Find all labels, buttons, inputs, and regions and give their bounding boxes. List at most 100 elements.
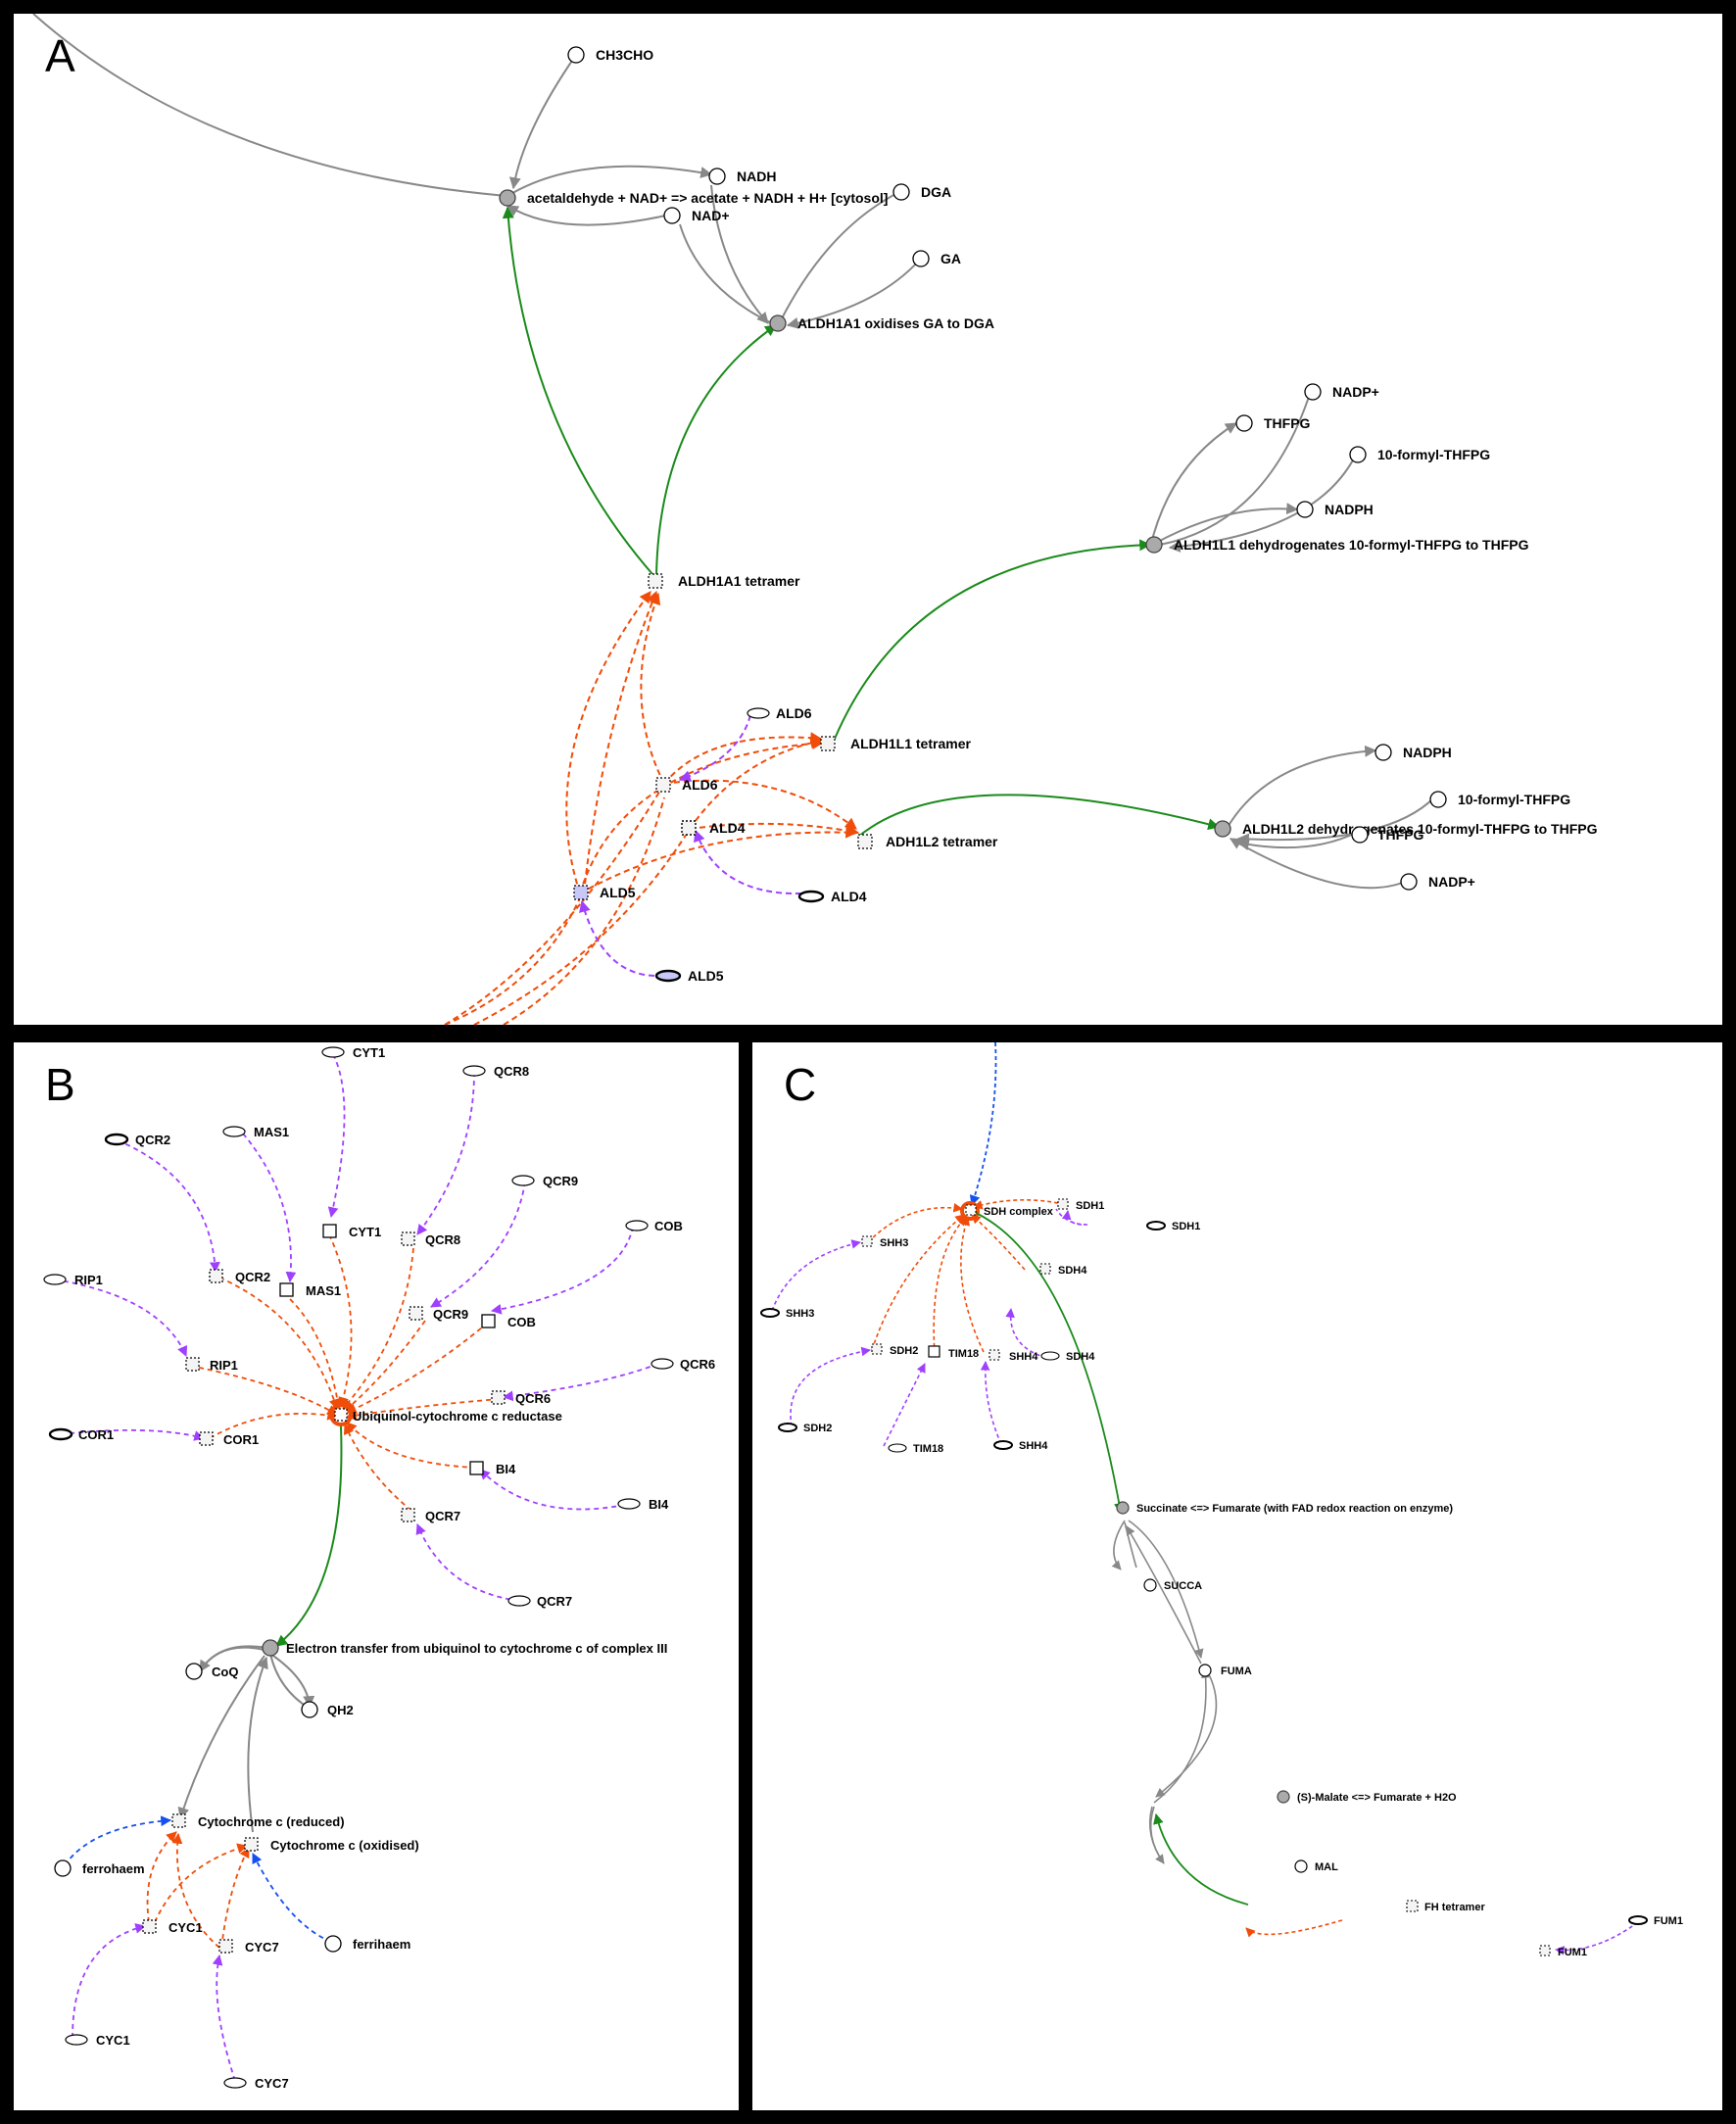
svg-text:10-formyl-THFPG: 10-formyl-THFPG: [1377, 447, 1490, 462]
complex-sdh2[interactable]: SDH2: [871, 1343, 918, 1357]
complex-fh-tetramer[interactable]: FH tetramer: [1406, 1900, 1485, 1913]
gene-rip1[interactable]: RIP1: [43, 1273, 103, 1287]
complex-adh1l2-tetramer[interactable]: ADH1L2 tetramer: [857, 834, 998, 849]
gene-cob[interactable]: COB: [625, 1219, 683, 1233]
node-ferrihaem[interactable]: ferrihaem: [324, 1935, 410, 1953]
reaction-succinate-fumarate[interactable]: Succinate <=> Fumarate (with FAD redox r…: [1116, 1501, 1453, 1515]
gene-sdh1[interactable]: SDH1: [1146, 1221, 1200, 1232]
svg-text:ALD4: ALD4: [831, 889, 867, 904]
gene-bi4[interactable]: BI4: [617, 1497, 669, 1512]
node-nadp-plus-top[interactable]: NADP+: [1304, 383, 1379, 401]
gene-sdh2[interactable]: SDH2: [778, 1423, 832, 1434]
diagram-c: SDH complex SDH1 SHH3 SDH1 SDH4 SHH3 SDH…: [760, 1042, 1683, 1958]
reaction-malate-fumarate[interactable]: (S)-Malate <=> Fumarate + H2O: [1277, 1790, 1457, 1804]
svg-text:CYT1: CYT1: [349, 1225, 381, 1239]
node-nadph-top[interactable]: NADPH: [1296, 501, 1374, 518]
svg-text:SDH complex: SDH complex: [984, 1206, 1054, 1218]
node-mal[interactable]: MAL: [1294, 1859, 1338, 1873]
complex-ald4[interactable]: ALD4: [681, 820, 746, 836]
svg-text:SHH3: SHH3: [880, 1237, 908, 1249]
gene-fum1[interactable]: FUM1: [1628, 1915, 1683, 1927]
gene-qcr9[interactable]: QCR9: [511, 1174, 578, 1188]
complex-sdh-complex[interactable]: SDH complex: [965, 1204, 1054, 1218]
complex-cyc1[interactable]: CYC1: [142, 1919, 203, 1935]
assembly-edges-b: [146, 1233, 501, 1949]
node-ferrohaem[interactable]: ferrohaem: [54, 1859, 145, 1877]
node-dga[interactable]: DGA: [892, 183, 951, 201]
protein-tim18[interactable]: TIM18: [928, 1345, 979, 1360]
complex-ald6[interactable]: ALD6: [655, 777, 718, 793]
node-nad-plus[interactable]: NAD+: [663, 207, 730, 224]
complex-qcr7[interactable]: QCR7: [401, 1508, 460, 1523]
gene-ald6[interactable]: ALD6: [747, 705, 812, 721]
gene-qcr8[interactable]: QCR8: [462, 1064, 529, 1079]
complex-ald5[interactable]: ALD5: [573, 885, 636, 900]
complex-sdh1[interactable]: SDH1: [1057, 1198, 1104, 1212]
complex-qcr6[interactable]: QCR6: [491, 1390, 551, 1406]
node-10-formyl-thfpg-top[interactable]: 10-formyl-THFPG: [1349, 446, 1490, 463]
gene-shh4[interactable]: SHH4: [993, 1440, 1048, 1452]
node-fuma[interactable]: FUMA: [1198, 1664, 1252, 1677]
node-thfpg-bottom[interactable]: THFPG: [1351, 826, 1424, 844]
node-nadh[interactable]: NADH: [708, 168, 776, 185]
reaction-aldh1l1-dehydrogenates[interactable]: ALDH1L1 dehydrogenates 10-formyl-THFPG t…: [1145, 536, 1529, 554]
svg-text:TIM18: TIM18: [913, 1443, 943, 1455]
node-thfpg-top[interactable]: THFPG: [1235, 414, 1311, 432]
gene-ald5[interactable]: ALD5: [654, 968, 724, 984]
gene-qcr7[interactable]: QCR7: [507, 1594, 572, 1609]
complex-shh4[interactable]: SHH4: [989, 1349, 1038, 1363]
gene-cor1[interactable]: COR1: [48, 1427, 114, 1442]
svg-text:CYC7: CYC7: [245, 1940, 279, 1955]
svg-text:CoQ: CoQ: [212, 1665, 238, 1679]
node-succa[interactable]: SUCCA: [1143, 1578, 1202, 1592]
svg-text:Cytochrome c (oxidised): Cytochrome c (oxidised): [270, 1838, 419, 1853]
reaction-acetaldehyde[interactable]: acetaldehyde + NAD+ => acetate + NADH + …: [499, 189, 888, 207]
reaction-aldh1a1-oxidises[interactable]: ALDH1A1 oxidises GA to DGA: [769, 314, 994, 332]
node-10-formyl-thfpg-bottom[interactable]: 10-formyl-THFPG: [1429, 791, 1570, 808]
complex-shh3[interactable]: SHH3: [861, 1235, 908, 1249]
node-ch3cho[interactable]: CH3CHO: [567, 46, 653, 64]
svg-text:ALDH1L2 dehydrogenates 10-form: ALDH1L2 dehydrogenates 10-formyl-THFPG t…: [1242, 821, 1598, 837]
complex-cor1[interactable]: COR1: [199, 1431, 259, 1447]
gene-cyc1[interactable]: CYC1: [65, 2033, 130, 2048]
svg-text:CH3CHO: CH3CHO: [596, 47, 653, 63]
assembly-edges-c: [867, 1199, 1343, 1938]
protein-bi4[interactable]: BI4: [469, 1461, 516, 1476]
complex-cyc7[interactable]: CYC7: [218, 1939, 279, 1955]
complex-qcr9[interactable]: QCR9: [409, 1306, 468, 1322]
reaction-electron-transfer[interactable]: Electron transfer from ubiquinol to cyto…: [262, 1639, 667, 1657]
gene-cyc7[interactable]: CYC7: [223, 2076, 289, 2091]
svg-text:NADH: NADH: [737, 169, 776, 184]
protein-mas1[interactable]: MAS1: [279, 1282, 341, 1298]
reaction-aldh1l2-dehydrogenates[interactable]: ALDH1L2 dehydrogenates 10-formyl-THFPG t…: [1214, 820, 1598, 838]
complex-cytochrome-c-oxidised[interactable]: Cytochrome c (oxidised): [244, 1837, 419, 1853]
node-ga[interactable]: GA: [912, 250, 961, 267]
gene-sdh4[interactable]: SDH4: [1040, 1351, 1095, 1363]
complex-sdh4[interactable]: SDH4: [1039, 1263, 1087, 1277]
complex-ubiquinol-cytochrome-c-reductase[interactable]: Ubiquinol-cytochrome c reductase: [334, 1408, 562, 1424]
complex-qcr8[interactable]: QCR8: [401, 1231, 460, 1247]
gene-tim18[interactable]: TIM18: [888, 1443, 943, 1455]
gene-shh3[interactable]: SHH3: [760, 1308, 814, 1320]
complex-fum1[interactable]: FUM1: [1539, 1945, 1587, 1958]
complex-qcr2[interactable]: QCR2: [209, 1269, 270, 1284]
node-qh2[interactable]: QH2: [301, 1701, 354, 1718]
node-nadph-bottom[interactable]: NADPH: [1374, 744, 1452, 761]
complex-aldh1a1-tetramer[interactable]: ALDH1A1 tetramer: [648, 573, 800, 589]
complex-aldh1l1-tetramer[interactable]: ALDH1L1 tetramer: [820, 736, 971, 751]
complex-cytochrome-c-reduced[interactable]: Cytochrome c (reduced): [171, 1813, 345, 1829]
svg-text:ALD5: ALD5: [600, 885, 636, 900]
node-coq[interactable]: CoQ: [185, 1663, 238, 1680]
protein-cyt1[interactable]: CYT1: [322, 1224, 381, 1239]
gene-cyt1[interactable]: CYT1: [321, 1045, 385, 1060]
node-nadp-plus-bottom[interactable]: NADP+: [1400, 873, 1475, 891]
gene-qcr2[interactable]: QCR2: [104, 1133, 170, 1147]
complex-rip1[interactable]: RIP1: [185, 1357, 238, 1373]
gene-qcr6[interactable]: QCR6: [651, 1357, 715, 1372]
assembly-edges-a: [444, 590, 860, 1025]
gene-mas1[interactable]: MAS1: [222, 1125, 289, 1139]
svg-text:NADP+: NADP+: [1428, 874, 1475, 890]
gene-ald4[interactable]: ALD4: [797, 889, 867, 904]
svg-text:COB: COB: [654, 1219, 683, 1233]
protein-cob[interactable]: COB: [481, 1314, 536, 1329]
